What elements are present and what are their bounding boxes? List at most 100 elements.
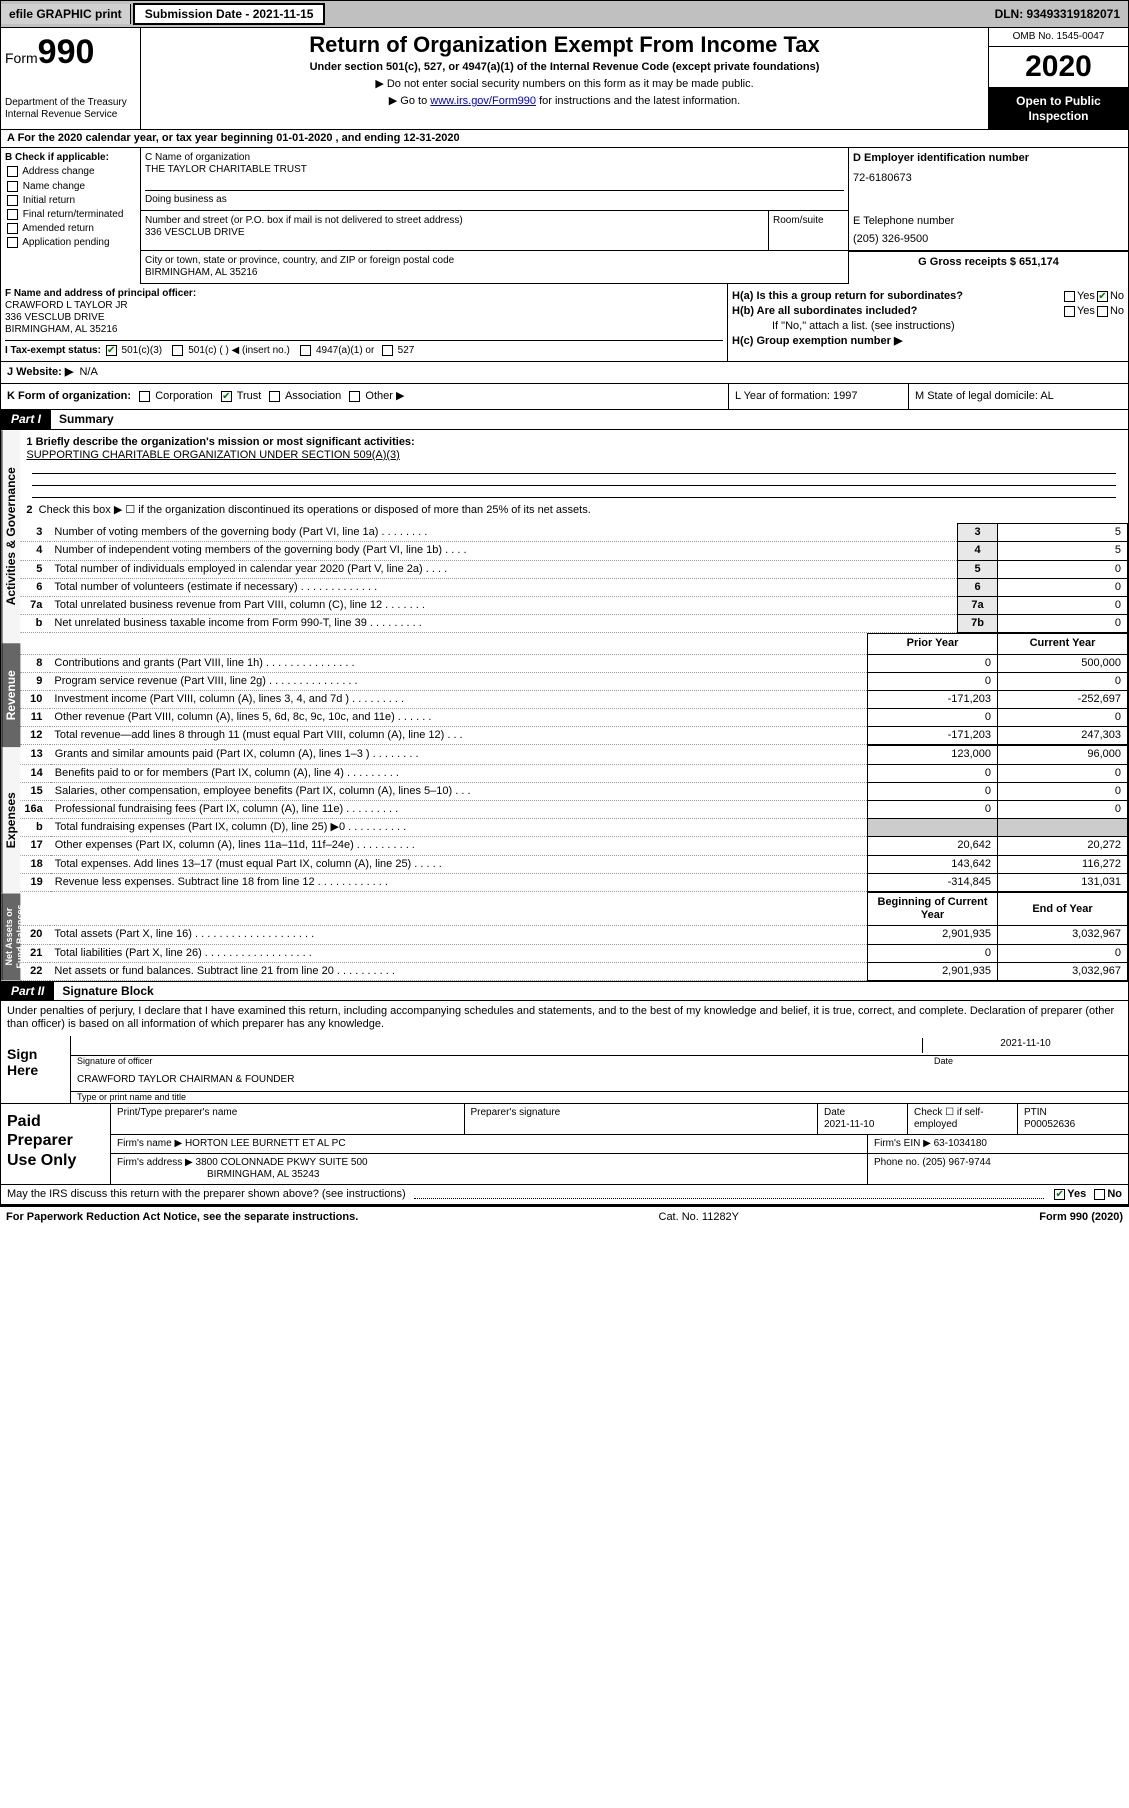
box-c: C Name of organization THE TAYLOR CHARIT… — [141, 148, 1128, 283]
gov-row: 5Total number of individuals employed in… — [20, 560, 1127, 578]
firm-name: HORTON LEE BURNETT ET AL PC — [185, 1138, 346, 1149]
q1-label: 1 Briefly describe the organization's mi… — [26, 436, 414, 448]
website-value: N/A — [79, 366, 97, 378]
form-header: Form990 Department of the Treasury Inter… — [0, 28, 1129, 130]
gov-row: 3Number of voting members of the governi… — [20, 524, 1127, 542]
paid-preparer-block: Paid Preparer Use Only Print/Type prepar… — [0, 1104, 1129, 1185]
form-org-label: K Form of organization: — [7, 390, 131, 402]
summary-row: 19Revenue less expenses. Subtract line 1… — [20, 873, 1127, 891]
mission-text: SUPPORTING CHARITABLE ORGANIZATION UNDER… — [26, 449, 1122, 462]
firm-phone: (205) 967-9744 — [922, 1157, 990, 1168]
discuss-text: May the IRS discuss this return with the… — [7, 1188, 406, 1201]
mission-block: 1 Briefly describe the organization's mi… — [20, 430, 1128, 524]
dln-label: DLN: 93493319182071 — [987, 4, 1128, 24]
summary-row: bTotal fundraising expenses (Part IX, co… — [20, 819, 1127, 837]
room-suite: Room/suite — [768, 211, 848, 249]
city-block: City or town, state or province, country… — [141, 251, 848, 284]
open-public: Open to Public Inspection — [989, 88, 1128, 129]
tab-revenue: Revenue — [1, 643, 20, 747]
part1-header: Part I Summary — [0, 410, 1129, 429]
type-label: Type or print name and title — [71, 1092, 1128, 1103]
net-table: Beginning of Current YearEnd of Year 20T… — [20, 892, 1128, 981]
box-d: D Employer identification number 72-6180… — [848, 148, 1128, 211]
sign-here: Sign Here — [1, 1036, 71, 1104]
tax-year: 2020 — [989, 47, 1128, 88]
chk-amended: Amended return — [5, 223, 136, 235]
ssn-warning: ▶ Do not enter social security numbers o… — [171, 78, 958, 91]
summary-section: Activities & Governance Revenue Expenses… — [0, 430, 1129, 982]
chk-501c3 — [106, 345, 117, 356]
org-name-block: C Name of organization THE TAYLOR CHARIT… — [141, 148, 848, 211]
goto-pre: ▶ Go to — [389, 95, 430, 107]
box-g: G Gross receipts $ 651,174 — [848, 251, 1128, 284]
phone-value: (205) 326-9500 — [853, 233, 1124, 246]
ein-label2: Firm's EIN ▶ — [874, 1138, 931, 1149]
summary-row: 11Other revenue (Part VIII, column (A), … — [20, 709, 1127, 727]
irs-label: Internal Revenue Service — [5, 109, 136, 121]
tab-expenses: Expenses — [1, 747, 20, 893]
ptin-hdr: PTIN — [1024, 1107, 1047, 1118]
box-b: B Check if applicable: Address change Na… — [1, 148, 141, 283]
row-klm: K Form of organization: Corporation Trus… — [0, 384, 1129, 410]
dba-label: Doing business as — [145, 190, 844, 206]
chk-trust — [221, 391, 232, 402]
summary-row: 13Grants and similar amounts paid (Part … — [20, 746, 1127, 764]
ein-value: 72-6180673 — [853, 172, 1124, 185]
box-k: K Form of organization: Corporation Trus… — [1, 384, 728, 409]
city-value: BIRMINGHAM, AL 35216 — [145, 267, 844, 279]
prep-sig-hdr: Preparer's signature — [465, 1104, 819, 1134]
firm-addr2: BIRMINGHAM, AL 35243 — [117, 1169, 319, 1180]
part2-label: Part II — [1, 982, 54, 1000]
self-emp: Check ☐ if self-employed — [908, 1104, 1018, 1134]
footer-left: For Paperwork Reduction Act Notice, see … — [6, 1211, 358, 1224]
prep-date: 2021-11-10 — [824, 1119, 874, 1130]
header-mid: Return of Organization Exempt From Incom… — [141, 28, 988, 129]
signature-block: Under penalties of perjury, I declare th… — [0, 1001, 1129, 1104]
dept-treasury: Department of the Treasury — [5, 97, 136, 109]
firm-addr1: 3800 COLONNADE PKWY SUITE 500 — [196, 1157, 368, 1168]
summary-row: 20Total assets (Part X, line 16) . . . .… — [20, 926, 1127, 944]
street-block: Number and street (or P.O. box if mail i… — [141, 211, 768, 249]
box-b-header: B Check if applicable: — [5, 152, 109, 163]
paid-title: Paid Preparer Use Only — [1, 1104, 111, 1184]
box-l: L Year of formation: 1997 — [728, 384, 908, 409]
submission-date: Submission Date - 2021-11-15 — [133, 3, 326, 25]
date-label: Date — [928, 1056, 1128, 1067]
ha-no — [1097, 291, 1108, 302]
summary-row: 12Total revenue—add lines 8 through 11 (… — [20, 727, 1127, 745]
row-fh: F Name and address of principal officer:… — [0, 284, 1129, 362]
tab-netassets: Net Assets or Fund Balances — [1, 893, 20, 980]
entity-block: B Check if applicable: Address change Na… — [0, 148, 1129, 283]
q2-label: Check this box ▶ ☐ if the organization d… — [39, 504, 591, 516]
begin-hdr: Beginning of Current Year — [868, 892, 998, 925]
exp-table: 13Grants and similar amounts paid (Part … — [20, 745, 1128, 892]
tax-status-label: I Tax-exempt status: — [5, 345, 101, 356]
summary-row: 18Total expenses. Add lines 13–17 (must … — [20, 855, 1127, 873]
form-label: Form — [5, 50, 38, 66]
box-h: H(a) Is this a group return for subordin… — [728, 284, 1128, 361]
irs-link[interactable]: www.irs.gov/Form990 — [430, 95, 536, 107]
header-left: Form990 Department of the Treasury Inter… — [1, 28, 141, 129]
top-bar: efile GRAPHIC print Submission Date - 20… — [0, 0, 1129, 28]
chk-initial: Initial return — [5, 195, 136, 207]
perjury-text: Under penalties of perjury, I declare th… — [1, 1001, 1128, 1035]
firm-phone-label: Phone no. — [874, 1157, 920, 1168]
summary-row: 22Net assets or fund balances. Subtract … — [20, 962, 1127, 980]
sig-officer-line — [77, 1038, 922, 1053]
firm-addr-label: Firm's address ▶ — [117, 1157, 193, 1168]
hc-label: H(c) Group exemption number ▶ — [732, 335, 902, 348]
part1-title: Summary — [51, 410, 122, 428]
summary-row: 17Other expenses (Part IX, column (A), l… — [20, 837, 1127, 855]
prep-name-hdr: Print/Type preparer's name — [111, 1104, 465, 1134]
gov-row: bNet unrelated business taxable income f… — [20, 615, 1127, 633]
rev-table: Prior YearCurrent Year 8Contributions an… — [20, 633, 1128, 745]
footer-mid: Cat. No. 11282Y — [358, 1211, 1039, 1224]
website-label: J Website: ▶ — [7, 366, 73, 378]
firm-ein: 63-1034180 — [934, 1138, 987, 1149]
city-label: City or town, state or province, country… — [145, 255, 844, 267]
form-subtitle: Under section 501(c), 527, or 4947(a)(1)… — [171, 61, 958, 74]
box-f: F Name and address of principal officer:… — [1, 284, 728, 361]
addr-label: Number and street (or P.O. box if mail i… — [145, 215, 764, 227]
form-title: Return of Organization Exempt From Incom… — [171, 32, 958, 58]
chk-final: Final return/terminated — [5, 209, 136, 221]
